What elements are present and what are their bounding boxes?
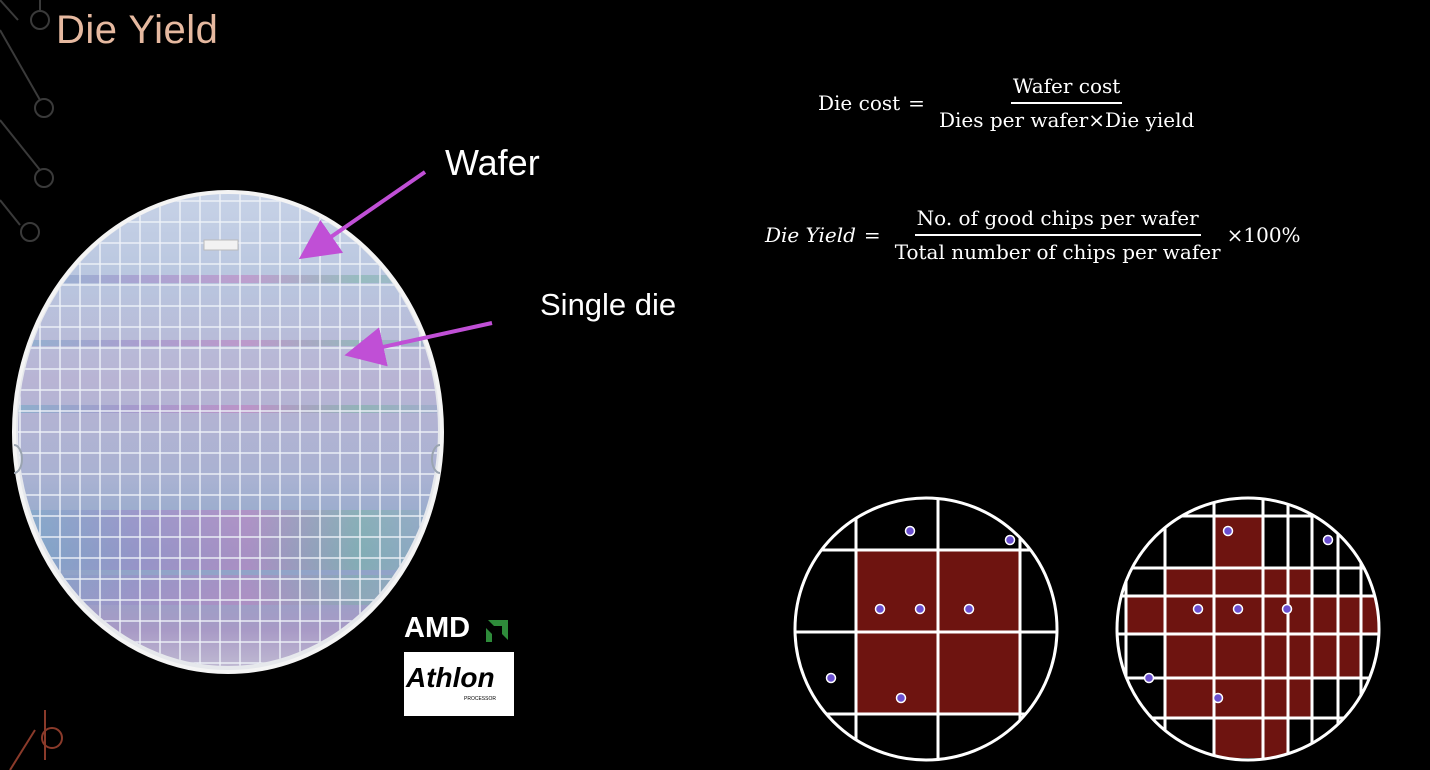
single-die-label: Single die: [540, 287, 677, 322]
die-cost-lhs: Die cost: [818, 91, 901, 115]
die-yield-suffix: ×100%: [1226, 223, 1301, 247]
die-yield-lhs: Die Yield: [765, 223, 856, 247]
amd-athlon-logo: AMD Athlon PROCESSOR: [404, 612, 514, 716]
amd-logo-text: AMD: [404, 612, 471, 644]
die-yield-equals: =: [863, 223, 881, 247]
wafer-photo: [12, 190, 444, 674]
athlon-badge: Athlon PROCESSOR: [404, 652, 514, 716]
die-cost-denominator: Dies per wafer×Die yield: [938, 108, 1195, 132]
die-yield-numerator: No. of good chips per wafer: [914, 206, 1201, 236]
die-cost-fraction: Wafer cost Dies per wafer×Die yield: [937, 74, 1196, 132]
athlon-sub-text: PROCESSOR: [464, 696, 496, 702]
amd-arrow-icon: [486, 620, 508, 642]
die-cost-formula: Die cost = Wafer cost Dies per wafer×Die…: [818, 74, 1200, 132]
yield-diagrams: [793, 496, 1381, 762]
die-yield-denominator: Total number of chips per wafer: [894, 240, 1221, 264]
die-cost-equals: =: [908, 91, 925, 115]
slide-title: Die Yield: [56, 8, 219, 52]
die-yield-fraction: No. of good chips per wafer Total number…: [893, 206, 1223, 264]
die-cost-numerator: Wafer cost: [1010, 74, 1123, 104]
small-die-wafer: [1115, 496, 1381, 762]
die-yield-formula: Die Yield = No. of good chips per wafer …: [765, 206, 1301, 264]
large-die-wafer: [793, 496, 1059, 762]
athlon-logo-text: Athlon: [406, 662, 495, 693]
circuit-decoration: [0, 0, 63, 770]
wafer-label: Wafer: [445, 142, 540, 183]
